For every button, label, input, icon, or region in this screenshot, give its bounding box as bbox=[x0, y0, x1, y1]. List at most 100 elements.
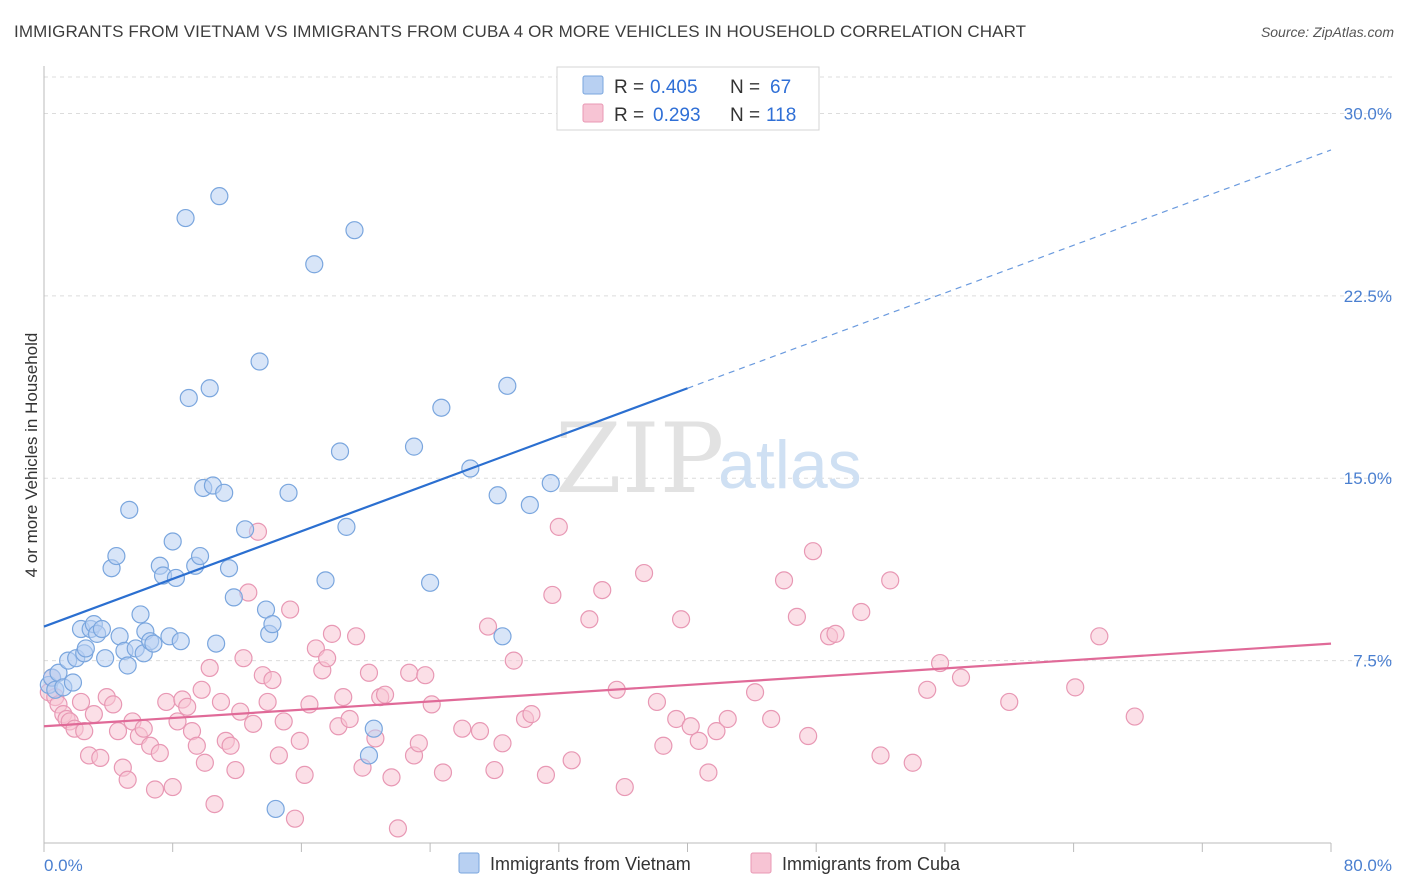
source-credit: Source: ZipAtlas.com bbox=[1260, 24, 1394, 40]
legend-n-label-vietnam: N = bbox=[730, 77, 760, 98]
cuba-point-28 bbox=[178, 697, 197, 716]
legend-r-label-vietnam: R = bbox=[614, 77, 644, 98]
cuba-point-12 bbox=[91, 748, 110, 767]
cuba-point-77 bbox=[478, 617, 498, 636]
watermark-atlas: atlas bbox=[718, 427, 862, 503]
cuba-point-119 bbox=[1125, 707, 1144, 726]
vietnam-point-37 bbox=[190, 546, 210, 566]
y-tick-label-3: 30.0% bbox=[1344, 104, 1392, 123]
cuba-point-71 bbox=[409, 734, 428, 753]
bottom-legend-label-vietnam: Immigrants from Vietnam bbox=[490, 854, 691, 874]
cuba-point-115 bbox=[951, 668, 971, 687]
cuba-point-11 bbox=[84, 705, 103, 724]
cuba-point-33 bbox=[200, 658, 219, 678]
cuba-point-67 bbox=[382, 768, 401, 787]
cuba-point-35 bbox=[211, 692, 231, 712]
cuba-point-49 bbox=[281, 600, 300, 619]
cuba-point-42 bbox=[244, 714, 263, 733]
cuba-point-86 bbox=[562, 751, 581, 770]
cuba-point-46 bbox=[263, 670, 282, 690]
cuba-point-48 bbox=[274, 712, 293, 731]
cuba-point-93 bbox=[654, 736, 673, 755]
cuba-point-69 bbox=[400, 663, 419, 682]
cuba-point-45 bbox=[258, 692, 277, 712]
cuba-point-26 bbox=[168, 712, 187, 731]
cuba-point-39 bbox=[231, 702, 250, 721]
vietnam-point-17 bbox=[107, 546, 126, 566]
axes bbox=[43, 66, 1332, 852]
cuba-point-40 bbox=[234, 649, 253, 668]
x-tick-label-min: 0.0% bbox=[44, 856, 83, 875]
cuba-point-25 bbox=[163, 777, 182, 797]
cuba-trend-line bbox=[43, 642, 1332, 728]
vietnam-point-68 bbox=[541, 474, 560, 493]
cuba-point-37 bbox=[221, 736, 240, 755]
cuba-points bbox=[39, 517, 1144, 838]
cuba-point-73 bbox=[422, 695, 441, 714]
cuba-point-94 bbox=[667, 709, 686, 729]
cuba-point-101 bbox=[745, 683, 765, 702]
cuba-point-100 bbox=[718, 709, 737, 729]
cuba-point-9 bbox=[75, 722, 94, 741]
vietnam-trend-line bbox=[43, 387, 688, 628]
cuba-point-102 bbox=[762, 709, 781, 729]
legend-swatch-vietnam bbox=[582, 75, 604, 95]
cuba-point-104 bbox=[787, 607, 806, 626]
legend-n-label-cuba: N = bbox=[730, 105, 760, 126]
vietnam-point-43 bbox=[215, 483, 234, 502]
grid-lines bbox=[44, 76, 1392, 662]
cuba-point-83 bbox=[536, 765, 556, 785]
cuba-point-22 bbox=[145, 780, 165, 799]
cuba-point-112 bbox=[903, 753, 922, 772]
vietnam-point-66 bbox=[498, 376, 517, 395]
cuba-point-31 bbox=[192, 680, 211, 699]
vietnam-point-61 bbox=[421, 573, 440, 592]
chart-title: IMMIGRANTS FROM VIETNAM VS IMMIGRANTS FR… bbox=[14, 22, 1027, 41]
legend-swatch-cuba bbox=[582, 103, 604, 123]
vietnam-trend-extension bbox=[687, 149, 1332, 389]
cuba-point-118 bbox=[1090, 627, 1109, 646]
correlation-legend: R = 0.405 N = 67 R = 0.293 N = 118 bbox=[556, 66, 820, 131]
vietnam-point-42 bbox=[210, 187, 229, 206]
cuba-point-105 bbox=[799, 726, 818, 746]
vietnam-point-34 bbox=[176, 208, 195, 228]
cuba-point-63 bbox=[359, 663, 379, 682]
cuba-point-98 bbox=[699, 763, 718, 782]
vietnam-point-55 bbox=[330, 442, 350, 461]
vietnam-point-64 bbox=[488, 486, 507, 505]
cuba-point-97 bbox=[689, 731, 708, 750]
cuba-point-68 bbox=[388, 819, 408, 838]
vietnam-point-21 bbox=[120, 500, 139, 519]
vietnam-point-46 bbox=[235, 520, 255, 539]
cuba-point-106 bbox=[803, 542, 823, 561]
cuba-point-109 bbox=[852, 602, 871, 622]
cuba-point-56 bbox=[318, 649, 337, 668]
cuba-point-14 bbox=[104, 695, 123, 714]
cuba-point-59 bbox=[334, 687, 353, 707]
legend-r-value-vietnam: 0.405 bbox=[650, 77, 698, 98]
vietnam-point-15 bbox=[96, 649, 115, 668]
vietnam-point-45 bbox=[224, 588, 243, 607]
cuba-point-38 bbox=[226, 760, 245, 780]
cuba-point-61 bbox=[346, 627, 366, 646]
cuba-point-110 bbox=[871, 746, 890, 765]
vietnam-point-10 bbox=[76, 639, 95, 658]
cuba-point-92 bbox=[647, 692, 667, 712]
cuba-point-88 bbox=[593, 580, 612, 600]
vietnam-point-14 bbox=[92, 619, 112, 639]
vietnam-point-53 bbox=[305, 255, 324, 274]
vietnam-point-39 bbox=[200, 379, 219, 398]
bottom-legend-swatch-vietnam bbox=[458, 852, 480, 874]
cuba-point-23 bbox=[150, 743, 169, 763]
vietnam-point-67 bbox=[520, 495, 539, 515]
cuba-point-51 bbox=[290, 731, 309, 750]
cuba-point-108 bbox=[826, 624, 845, 643]
cuba-point-95 bbox=[671, 610, 691, 629]
legend-n-value-cuba: 118 bbox=[766, 105, 796, 126]
y-tick-labels: 7.5% 15.0% 22.5% 30.0% bbox=[1344, 104, 1392, 670]
vietnam-point-56 bbox=[337, 517, 356, 536]
cuba-point-84 bbox=[543, 585, 562, 605]
cuba-point-79 bbox=[493, 734, 512, 753]
cuba-point-32 bbox=[195, 753, 214, 772]
